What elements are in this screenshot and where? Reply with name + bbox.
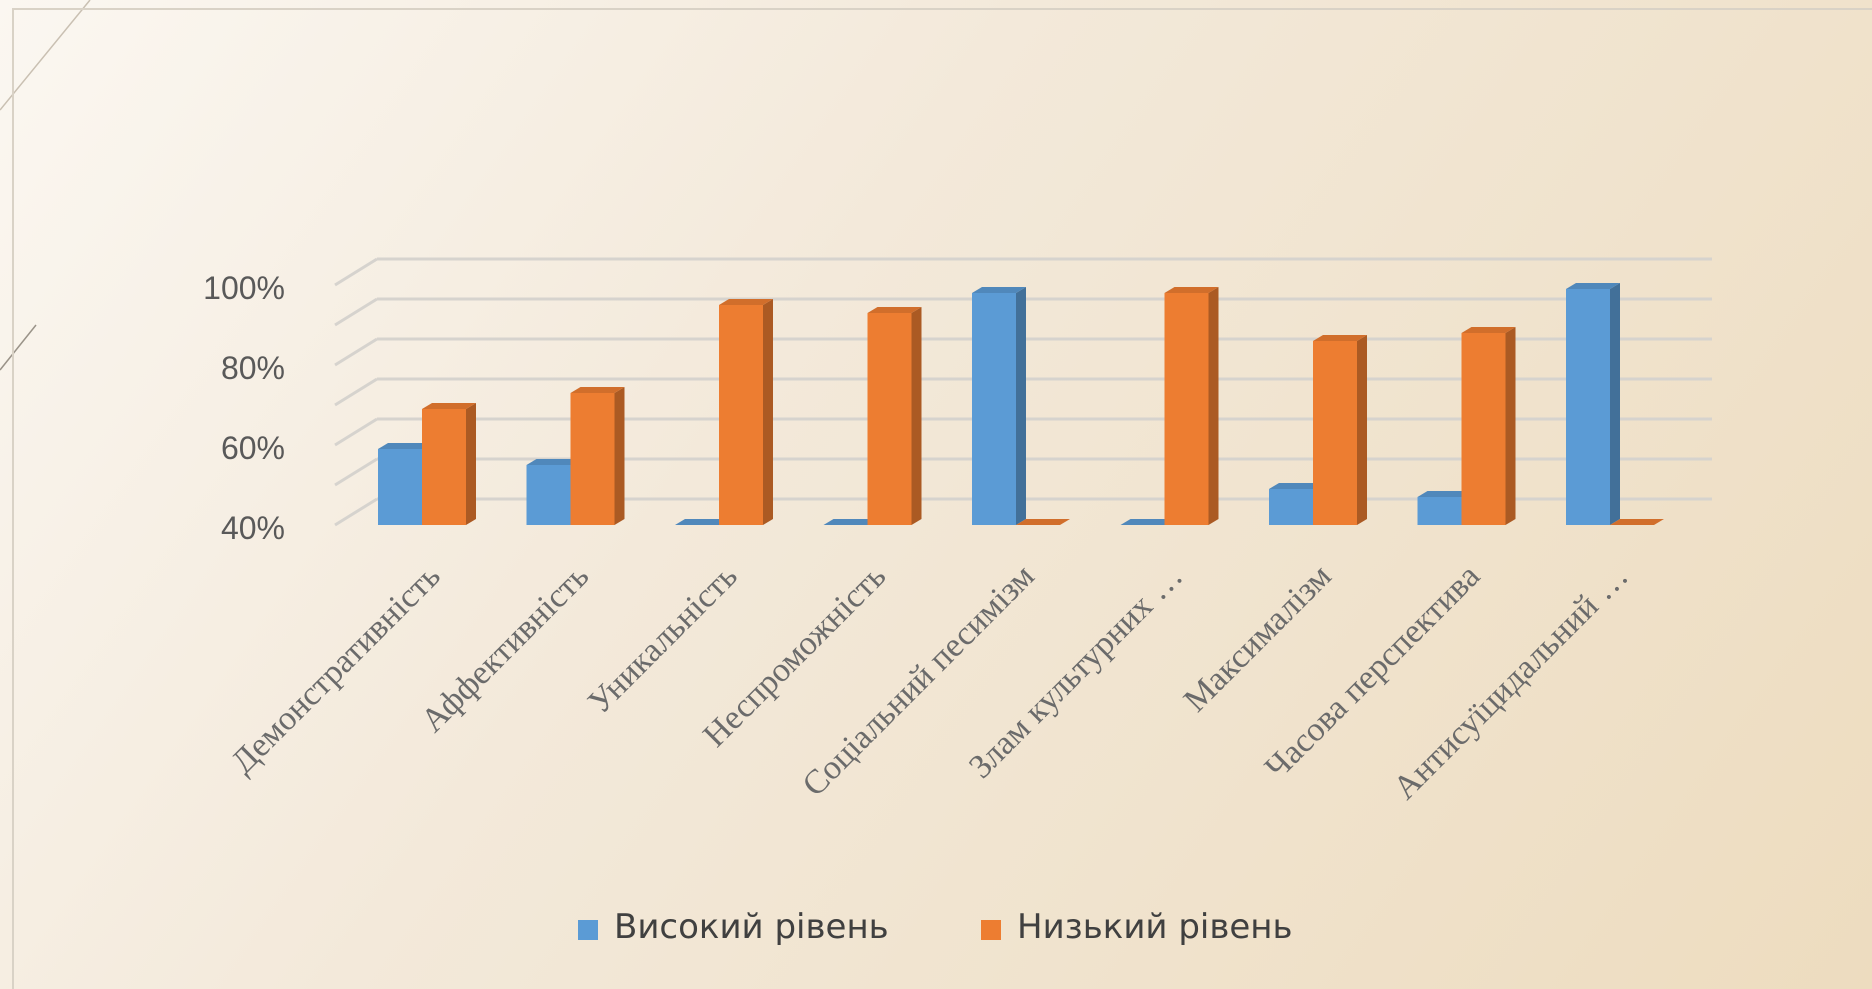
gridline-diagonal <box>334 457 378 487</box>
bars <box>378 283 1664 525</box>
legend-swatch <box>981 920 1001 940</box>
bar-high <box>675 519 729 525</box>
gridline-diagonal <box>334 297 378 327</box>
legend-swatch <box>578 920 598 940</box>
bar-low <box>1164 287 1219 525</box>
y-axis-ticks: 100% 80% 60% 40% <box>203 270 285 546</box>
bar-low <box>1016 519 1070 525</box>
legend-label: Низький рівень <box>1017 907 1293 947</box>
y-tick-label: 40% <box>221 510 285 546</box>
bar-high <box>1120 519 1175 525</box>
category-label: Демонстративність <box>224 557 448 781</box>
legend-label: Високий рівень <box>614 907 889 947</box>
y-tick-label: 60% <box>221 430 285 466</box>
bar-high <box>823 519 878 525</box>
gridline-diagonal <box>334 497 378 527</box>
bar-low <box>1610 519 1664 525</box>
gridline-diagonal <box>334 377 378 407</box>
chart-frame <box>12 8 1872 989</box>
legend: Високий рівень Низький рівень <box>578 907 1293 947</box>
category-label: Уникальність <box>581 557 745 721</box>
bar-low <box>1461 327 1516 525</box>
y-tick-label: 100% <box>203 270 285 306</box>
bar-low <box>1313 335 1367 525</box>
gridline-diagonal <box>334 257 378 287</box>
bar-low <box>719 299 773 525</box>
bar-low <box>570 387 625 525</box>
gridline-diagonal <box>334 417 378 447</box>
category-label: Максималізм <box>1177 557 1339 719</box>
bar-low <box>867 307 922 525</box>
bar-high <box>1566 283 1620 525</box>
x-axis-labels: ДемонстративністьАффективністьУникальніс… <box>224 557 1636 806</box>
bar-low <box>422 403 476 525</box>
gridline-diagonal <box>334 337 378 367</box>
bar-high <box>972 287 1026 525</box>
y-tick-label: 80% <box>221 350 285 386</box>
